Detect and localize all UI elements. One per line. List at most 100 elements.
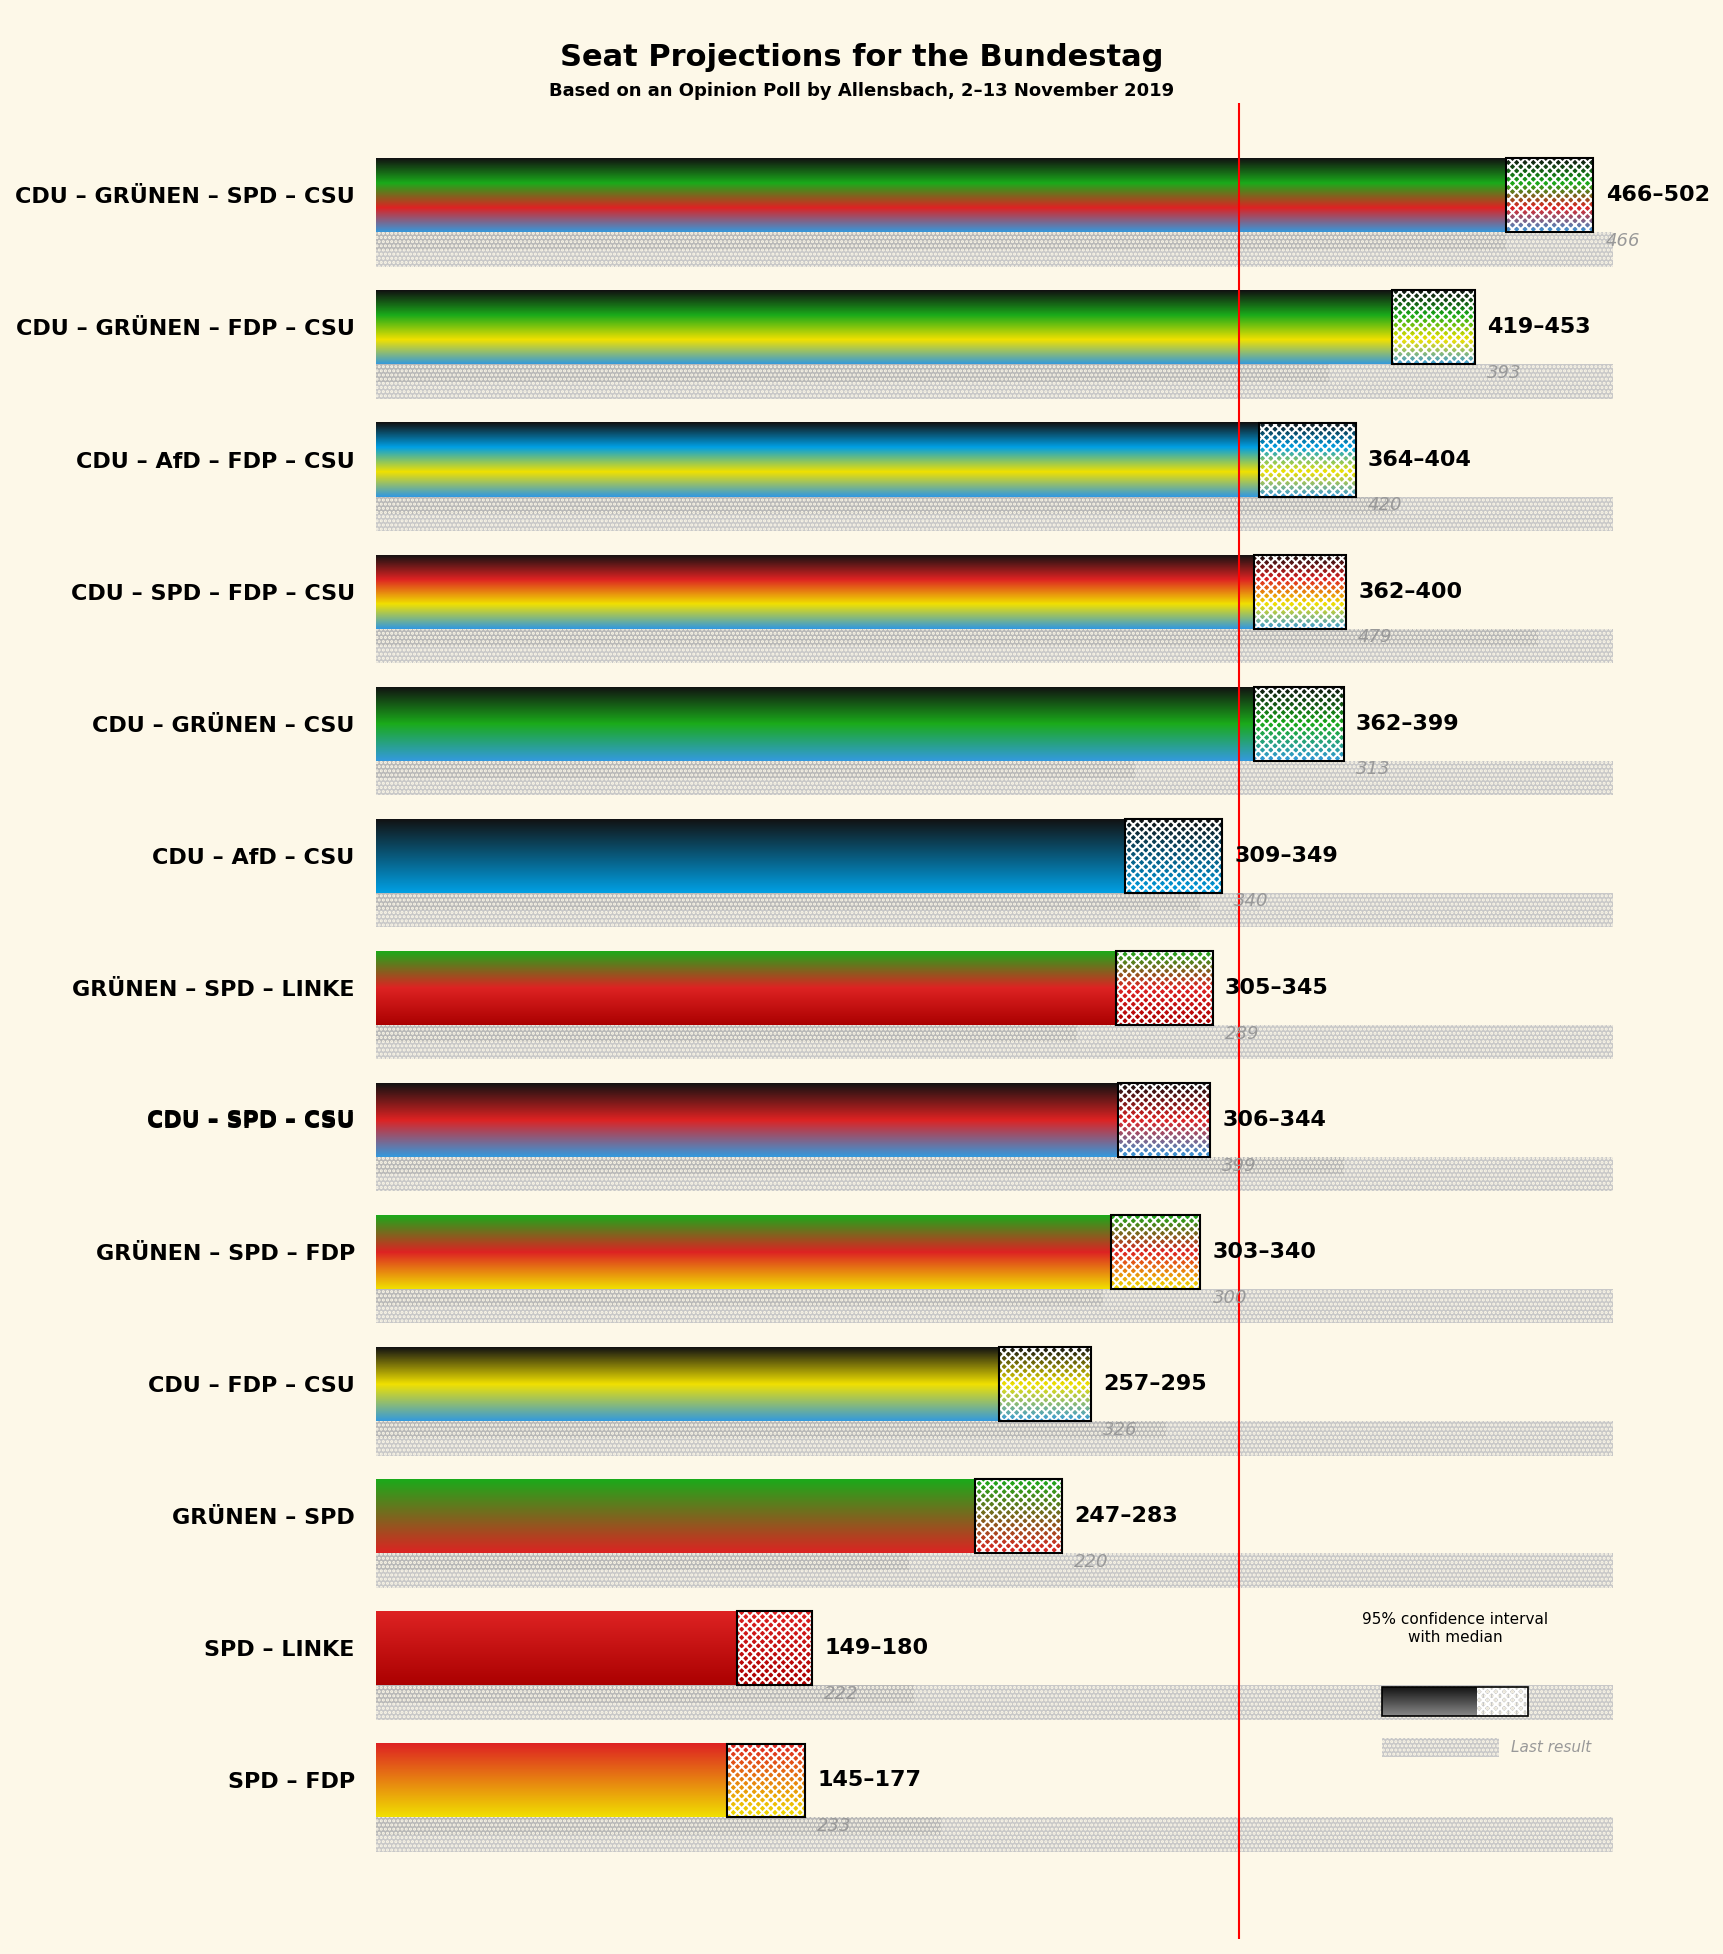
Bar	[376, 1026, 1613, 1041]
Bar	[376, 1157, 1613, 1174]
Bar	[376, 233, 1613, 250]
Text: 289: 289	[1223, 1024, 1258, 1043]
Bar	[376, 1421, 1166, 1438]
Text: 313: 313	[1354, 760, 1389, 778]
Bar	[737, 1612, 812, 1686]
Bar	[999, 1346, 1091, 1421]
Bar	[376, 514, 1613, 531]
Text: 364–404: 364–404	[1366, 449, 1471, 469]
Bar	[376, 381, 1613, 399]
Text: 326: 326	[1103, 1421, 1137, 1438]
Bar	[376, 911, 1613, 928]
Bar	[376, 233, 1506, 250]
Bar	[376, 1041, 1613, 1059]
Text: 257–295: 257–295	[1103, 1374, 1206, 1395]
Bar	[376, 365, 1328, 381]
Bar	[737, 1612, 812, 1686]
Bar	[1390, 291, 1473, 365]
Bar	[376, 1174, 1613, 1192]
Bar	[376, 1702, 1613, 1720]
Text: CDU – SPD – CSU: CDU – SPD – CSU	[146, 1110, 355, 1129]
Bar	[376, 629, 1613, 647]
Text: Seat Projections for the Bundestag: Seat Projections for the Bundestag	[560, 43, 1163, 72]
Bar	[376, 1421, 1613, 1438]
Bar	[973, 1479, 1061, 1553]
Bar	[1506, 158, 1592, 233]
Bar	[376, 1686, 1613, 1702]
Text: 466–502: 466–502	[1604, 186, 1709, 205]
Text: 306–344: 306–344	[1222, 1110, 1325, 1129]
Bar	[376, 893, 1199, 911]
Bar	[1110, 1215, 1199, 1290]
Bar	[376, 496, 1613, 514]
Bar	[376, 1835, 1613, 1852]
Bar	[999, 1346, 1091, 1421]
Bar	[376, 1686, 913, 1702]
Bar	[376, 1290, 1103, 1307]
Text: 305–345: 305–345	[1223, 977, 1328, 998]
Bar	[376, 1307, 1613, 1323]
Bar	[376, 629, 1613, 647]
Bar	[376, 365, 1613, 381]
Bar	[1115, 952, 1211, 1026]
Bar	[376, 1553, 908, 1571]
Bar	[376, 1174, 1613, 1192]
Bar	[1110, 1215, 1199, 1290]
Bar	[376, 778, 1613, 795]
Bar	[376, 1686, 1613, 1702]
Text: 95% confidence interval
with median: 95% confidence interval with median	[1361, 1612, 1547, 1645]
Bar	[376, 233, 1506, 250]
Bar	[376, 1817, 1613, 1835]
Text: 220: 220	[1073, 1553, 1108, 1571]
Bar	[1125, 819, 1222, 893]
Bar	[376, 911, 1613, 928]
Bar	[376, 496, 1394, 514]
Bar	[376, 1553, 1613, 1571]
Text: 303–340: 303–340	[1211, 1243, 1316, 1262]
Bar	[376, 1438, 1613, 1456]
Bar	[376, 1421, 1613, 1438]
Bar	[376, 1438, 1613, 1456]
Bar	[376, 629, 1537, 647]
Bar	[1253, 686, 1342, 760]
Bar	[376, 1571, 1613, 1589]
Bar	[1382, 1739, 1497, 1757]
Bar	[376, 1157, 1342, 1174]
Text: Last result: Last result	[1509, 1739, 1590, 1755]
Bar	[376, 250, 1613, 268]
Bar	[727, 1743, 805, 1817]
Bar	[376, 1553, 908, 1571]
Bar	[1390, 291, 1473, 365]
Text: 466: 466	[1604, 233, 1639, 250]
Bar	[376, 233, 1613, 250]
Bar	[376, 496, 1394, 514]
Bar	[1117, 1083, 1210, 1157]
Bar	[727, 1743, 805, 1817]
Bar	[1382, 1686, 1527, 1716]
Text: Based on an Opinion Poll by Allensbach, 2–13 November 2019: Based on an Opinion Poll by Allensbach, …	[550, 82, 1173, 100]
Text: 222: 222	[824, 1684, 858, 1704]
Bar	[1258, 422, 1354, 496]
Bar	[376, 778, 1613, 795]
Bar	[1125, 819, 1222, 893]
Bar	[1506, 158, 1592, 233]
Bar	[376, 1157, 1613, 1174]
Text: 399: 399	[1222, 1157, 1256, 1174]
Bar	[376, 1817, 941, 1835]
Bar	[376, 760, 1134, 778]
Bar	[376, 760, 1613, 778]
Bar	[376, 760, 1613, 778]
Text: 300: 300	[1211, 1290, 1246, 1307]
Bar	[376, 365, 1613, 381]
Bar	[376, 647, 1613, 662]
Bar	[376, 760, 1134, 778]
Bar	[376, 1290, 1613, 1307]
Text: 420: 420	[1366, 496, 1401, 514]
Text: 247–283: 247–283	[1073, 1507, 1177, 1526]
Text: 362–400: 362–400	[1358, 582, 1461, 602]
Bar	[376, 514, 1613, 531]
Bar	[1477, 1686, 1527, 1716]
Text: 393: 393	[1485, 363, 1520, 383]
Text: 149–180: 149–180	[824, 1637, 929, 1659]
Bar	[1253, 555, 1346, 629]
